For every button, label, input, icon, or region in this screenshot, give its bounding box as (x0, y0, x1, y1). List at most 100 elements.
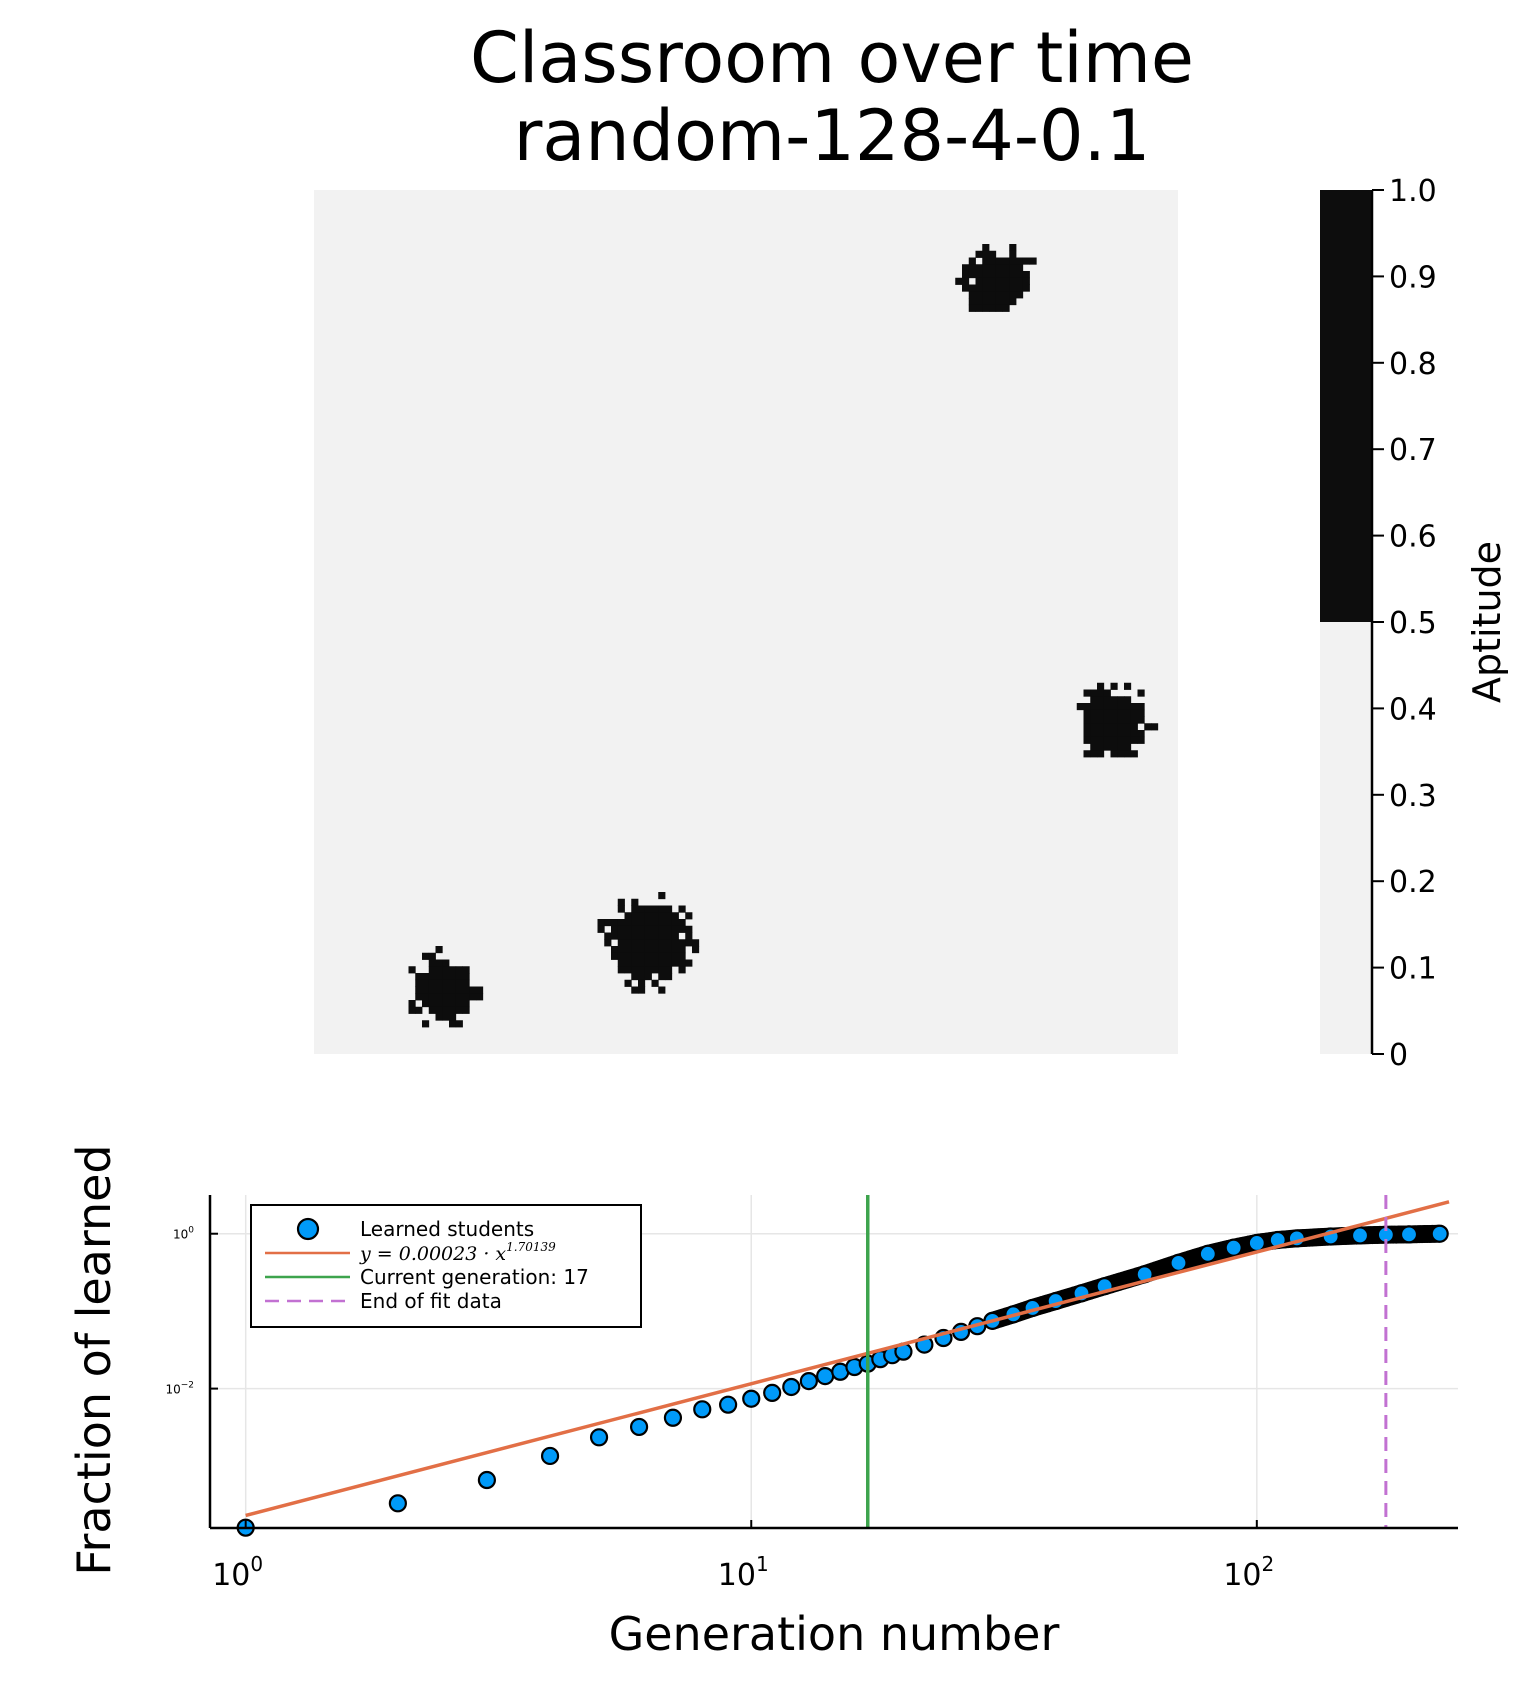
learned-cell (989, 264, 997, 272)
learned-cell (651, 939, 659, 947)
learned-cell (617, 932, 625, 940)
learned-cell (462, 986, 470, 994)
learned-cell (631, 966, 639, 974)
colorbar-tick-label: 0.4 (1389, 692, 1437, 727)
learned-cell (611, 946, 619, 954)
learned-cell (1124, 723, 1132, 731)
learned-cell (982, 291, 990, 299)
learned-cell (455, 1000, 463, 1008)
learned-cell (617, 952, 625, 960)
x-tick-base: 10 (718, 1558, 756, 1593)
learned-cell (1110, 696, 1118, 704)
learned-cell (422, 973, 430, 981)
learned-cell (1151, 723, 1159, 731)
learned-cell (1137, 703, 1145, 711)
learned-cell (476, 986, 484, 994)
learned-cell (1117, 709, 1125, 717)
colorbar-ticks: 0 0.1 0.2 0.3 0.4 0.5 0.6 0.7 0.8 0.9 1.0 (1372, 174, 1437, 1073)
colorbar-tick-label: 0.1 (1389, 952, 1437, 987)
learned-cell (638, 959, 646, 967)
learned-cell (1076, 703, 1084, 711)
learned-cell (435, 946, 443, 954)
learned-cell (975, 284, 983, 292)
learned-cell (658, 892, 666, 900)
learned-cell (462, 973, 470, 981)
learned-cell (624, 952, 632, 960)
learned-cell (455, 1020, 463, 1028)
learned-cell (435, 993, 443, 1001)
learned-cell (1103, 730, 1111, 738)
learned-cell (1083, 716, 1091, 724)
learned-cell (462, 993, 470, 1001)
scatter-point (1247, 1233, 1266, 1253)
learned-cell (658, 946, 666, 954)
legend-label-learned: Learned students (360, 1217, 534, 1241)
learned-cell (665, 912, 673, 920)
scatter-point (477, 1470, 496, 1490)
learned-cell (1130, 716, 1138, 724)
scatter-point (1169, 1253, 1188, 1272)
learned-cell (1002, 284, 1010, 292)
learned-cell (1124, 716, 1132, 724)
learned-cell (1016, 277, 1024, 285)
learned-cell (644, 919, 652, 927)
x-tick-label: 101 (718, 1552, 769, 1593)
learned-cell (968, 257, 976, 265)
learned-cell (442, 1000, 450, 1008)
learned-cell (1016, 284, 1024, 292)
learned-cell (1090, 703, 1098, 711)
learned-cell (665, 939, 673, 947)
learned-cell (1009, 291, 1017, 299)
learned-cell (982, 264, 990, 272)
learned-cell (624, 919, 632, 927)
learned-cell (968, 304, 976, 312)
learned-cell (611, 952, 619, 960)
learned-cell (678, 952, 686, 960)
learned-cell (415, 973, 423, 981)
learned-cell (597, 919, 605, 927)
learned-cell (1022, 284, 1030, 292)
learned-cell (671, 952, 679, 960)
learned-cell (1097, 716, 1105, 724)
learned-cell (1110, 730, 1118, 738)
learned-cell (449, 993, 457, 1001)
learned-cell (968, 271, 976, 279)
learned-cell (611, 932, 619, 940)
learned-cell (631, 905, 639, 913)
learned-cell (462, 1000, 470, 1008)
learned-cell (1083, 750, 1091, 758)
learned-cell (1090, 730, 1098, 738)
scatter-point (1198, 1244, 1217, 1263)
learned-cell (631, 959, 639, 967)
learned-cell (604, 932, 612, 940)
learned-cell (1130, 709, 1138, 717)
learned-cell (1124, 682, 1132, 690)
learned-cell (665, 946, 673, 954)
scatter-point (1399, 1225, 1419, 1244)
learned-cell (658, 986, 666, 994)
learned-cell (442, 966, 450, 974)
learned-cell (989, 257, 997, 265)
learned-cell (982, 244, 990, 252)
learned-cell (678, 905, 686, 913)
learned-cell (631, 973, 639, 981)
learned-cell (1097, 696, 1105, 704)
learned-cell (617, 898, 625, 906)
learned-cell (982, 284, 990, 292)
learned-cell (1016, 271, 1024, 279)
learned-cell (1083, 736, 1091, 744)
learned-cell (455, 979, 463, 987)
learned-cell (469, 993, 477, 1001)
scatter-point (693, 1400, 712, 1419)
learned-cell (982, 257, 990, 265)
learned-cell (995, 298, 1003, 306)
learned-cell (1137, 736, 1145, 744)
learned-cell (422, 952, 430, 960)
learned-cell (1016, 291, 1024, 299)
learned-cell (665, 952, 673, 960)
learned-cell (449, 986, 457, 994)
learned-cell (671, 932, 679, 940)
learned-cell (1083, 709, 1091, 717)
